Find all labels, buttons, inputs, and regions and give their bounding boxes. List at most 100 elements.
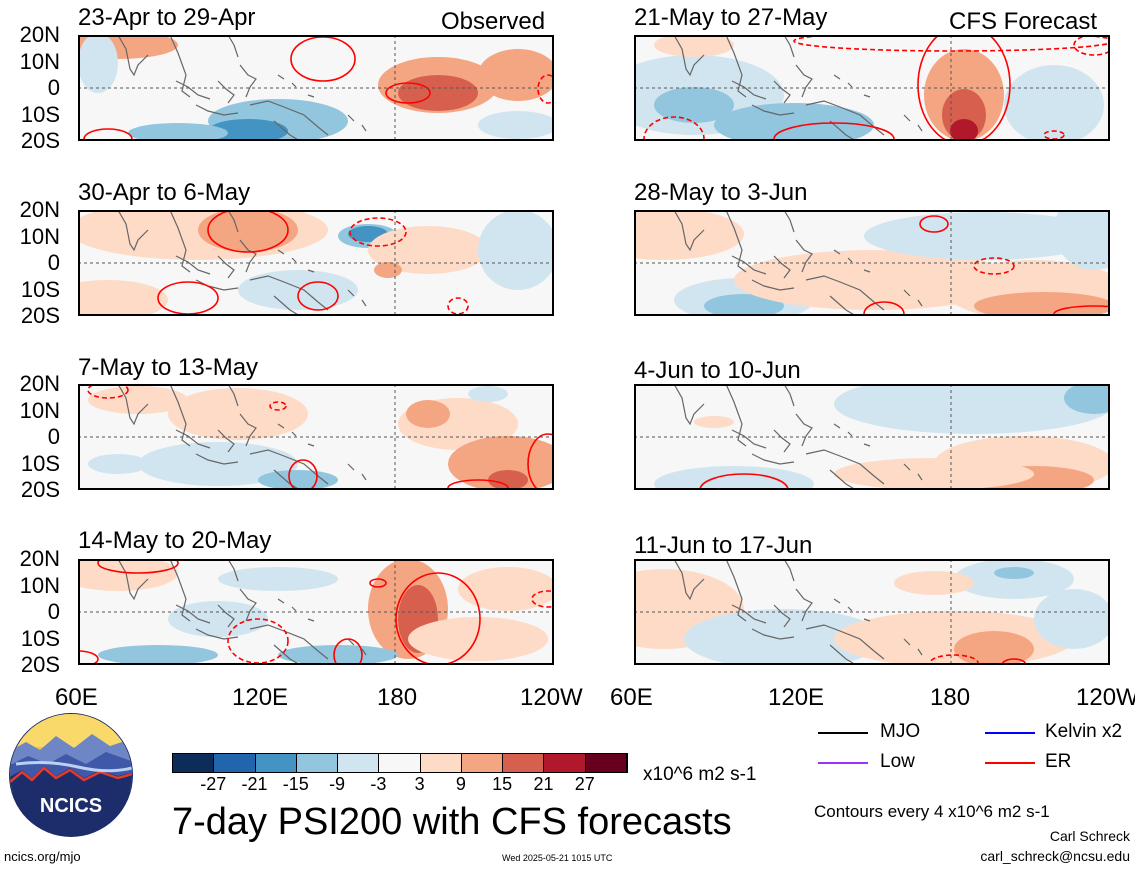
coastline <box>117 384 367 490</box>
er-contour <box>385 82 431 104</box>
anomaly-blob <box>88 386 188 414</box>
lat-label: 10S <box>20 450 60 476</box>
coastline <box>673 35 923 141</box>
author-email: carl_schreck@ncsu.edu <box>980 848 1130 864</box>
er-contour <box>917 35 1011 141</box>
panel-title-fc-4: 11-Jun to 17-Jun <box>634 532 813 559</box>
anomaly-blob <box>654 87 734 123</box>
anomaly-blob <box>128 123 228 141</box>
anomaly-blob <box>208 119 288 141</box>
anomaly-blob <box>238 270 358 310</box>
map-panel-obs-3 <box>78 384 554 490</box>
colorbar-tick-label: -9 <box>329 774 346 794</box>
anomaly-blob <box>406 400 450 428</box>
er-contour <box>537 74 554 104</box>
colorbar-tick-label: -27 <box>200 774 227 794</box>
lat-label: 10N <box>19 397 60 423</box>
anomaly-blob <box>864 212 1104 260</box>
anomaly-blob <box>694 416 734 428</box>
anomaly-blob <box>168 388 308 440</box>
anomaly-blob <box>488 470 528 490</box>
lon-label-120e-left: 120E <box>232 684 289 711</box>
panel-title-fc-2: 28-May to 3-Jun <box>634 179 808 206</box>
anomaly-blob <box>1004 65 1104 141</box>
colorbar-tick-label: -3 <box>370 774 387 794</box>
colorbar-swatch <box>461 754 504 772</box>
lat-label: 0 <box>47 424 60 449</box>
panel-title-fc-1: 21-May to 27-May <box>634 4 828 31</box>
legend-kelvin-label: Kelvin x2 <box>1045 721 1123 742</box>
lat-label: 20N <box>19 22 60 47</box>
anomaly-blob <box>654 466 814 490</box>
er-contour <box>1001 658 1027 665</box>
colorbar-swatch <box>255 754 297 772</box>
colorbar-swatch <box>338 754 380 772</box>
lat-label: 20S <box>20 477 60 502</box>
colorbar-tick-label: 15 <box>492 774 513 794</box>
er-contour <box>973 257 1015 275</box>
anomaly-blob <box>78 35 118 93</box>
lat-label: 10S <box>20 276 60 302</box>
colorbar-swatch <box>544 754 586 772</box>
panel-border <box>78 35 554 141</box>
anomaly-blob <box>368 226 488 274</box>
colorbar-swatch <box>214 754 256 772</box>
er-contour <box>78 650 99 665</box>
colorbar-tick-label: -21 <box>241 774 268 794</box>
er-contour <box>288 459 318 490</box>
colorbar-swatch <box>296 754 339 772</box>
contour-note: Contours every 4 x10^6 m2 s-1 <box>814 802 1050 821</box>
legend-kelvin-line <box>985 732 1035 734</box>
er-contour <box>97 559 179 574</box>
anomaly-blob <box>974 292 1110 316</box>
er-contour <box>369 578 387 588</box>
legend-mjo-label: MJO <box>880 721 921 742</box>
anomaly-blob <box>654 35 734 57</box>
coastline <box>117 210 367 316</box>
anomaly-blob <box>478 210 554 290</box>
legend-low-line <box>818 762 868 764</box>
er-contour <box>207 210 289 253</box>
footer-timestamp: Wed 2025-05-21 1015 UTC <box>502 853 613 863</box>
coastline <box>673 210 923 316</box>
anomaly-blob <box>634 210 744 260</box>
panel-title-obs-3: 7-May to 13-May <box>78 354 259 381</box>
anomaly-blob <box>1064 384 1110 414</box>
er-contour <box>793 35 1110 52</box>
ncics-logo: NCICS <box>9 713 133 837</box>
anomaly-blob <box>954 631 1034 665</box>
panel-title-obs-4: 14-May to 20-May <box>78 527 272 554</box>
anomaly-blob <box>684 609 884 665</box>
anomaly-blob <box>834 458 1034 490</box>
anomaly-blob <box>198 210 298 252</box>
panel-border <box>78 384 554 490</box>
er-contour <box>919 215 949 233</box>
anomaly-blob <box>468 386 508 402</box>
er-contour <box>269 401 287 411</box>
anomaly-blob <box>398 75 478 111</box>
er-contour <box>349 217 407 247</box>
lat-label: 0 <box>47 250 60 275</box>
er-contour <box>87 384 129 399</box>
lat-label: 0 <box>47 599 60 624</box>
footer-url[interactable]: ncics.org/mjo <box>4 849 81 864</box>
anomaly-blob <box>78 559 178 591</box>
map-panel-obs-1 <box>78 35 554 141</box>
panel-title-obs-2: 30-Apr to 6-May <box>78 179 251 206</box>
er-contour <box>297 281 339 311</box>
lat-label: 20N <box>19 546 60 571</box>
er-contour <box>531 590 554 608</box>
er-contour <box>447 297 469 315</box>
anomaly-blob <box>278 645 398 665</box>
anomaly-blob <box>994 567 1034 579</box>
lon-label-180-right: 180 <box>930 684 971 711</box>
coastline <box>673 384 923 490</box>
lon-label-120w-left: 120W <box>520 684 583 711</box>
lat-label: 20S <box>20 303 60 328</box>
lat-label: 10N <box>19 572 60 598</box>
lat-label: 10S <box>20 101 60 127</box>
lat-label: 10N <box>19 223 60 249</box>
lat-label: 0 <box>47 75 60 100</box>
anomaly-blob <box>1034 589 1110 649</box>
map-panel-obs-2 <box>78 210 554 316</box>
